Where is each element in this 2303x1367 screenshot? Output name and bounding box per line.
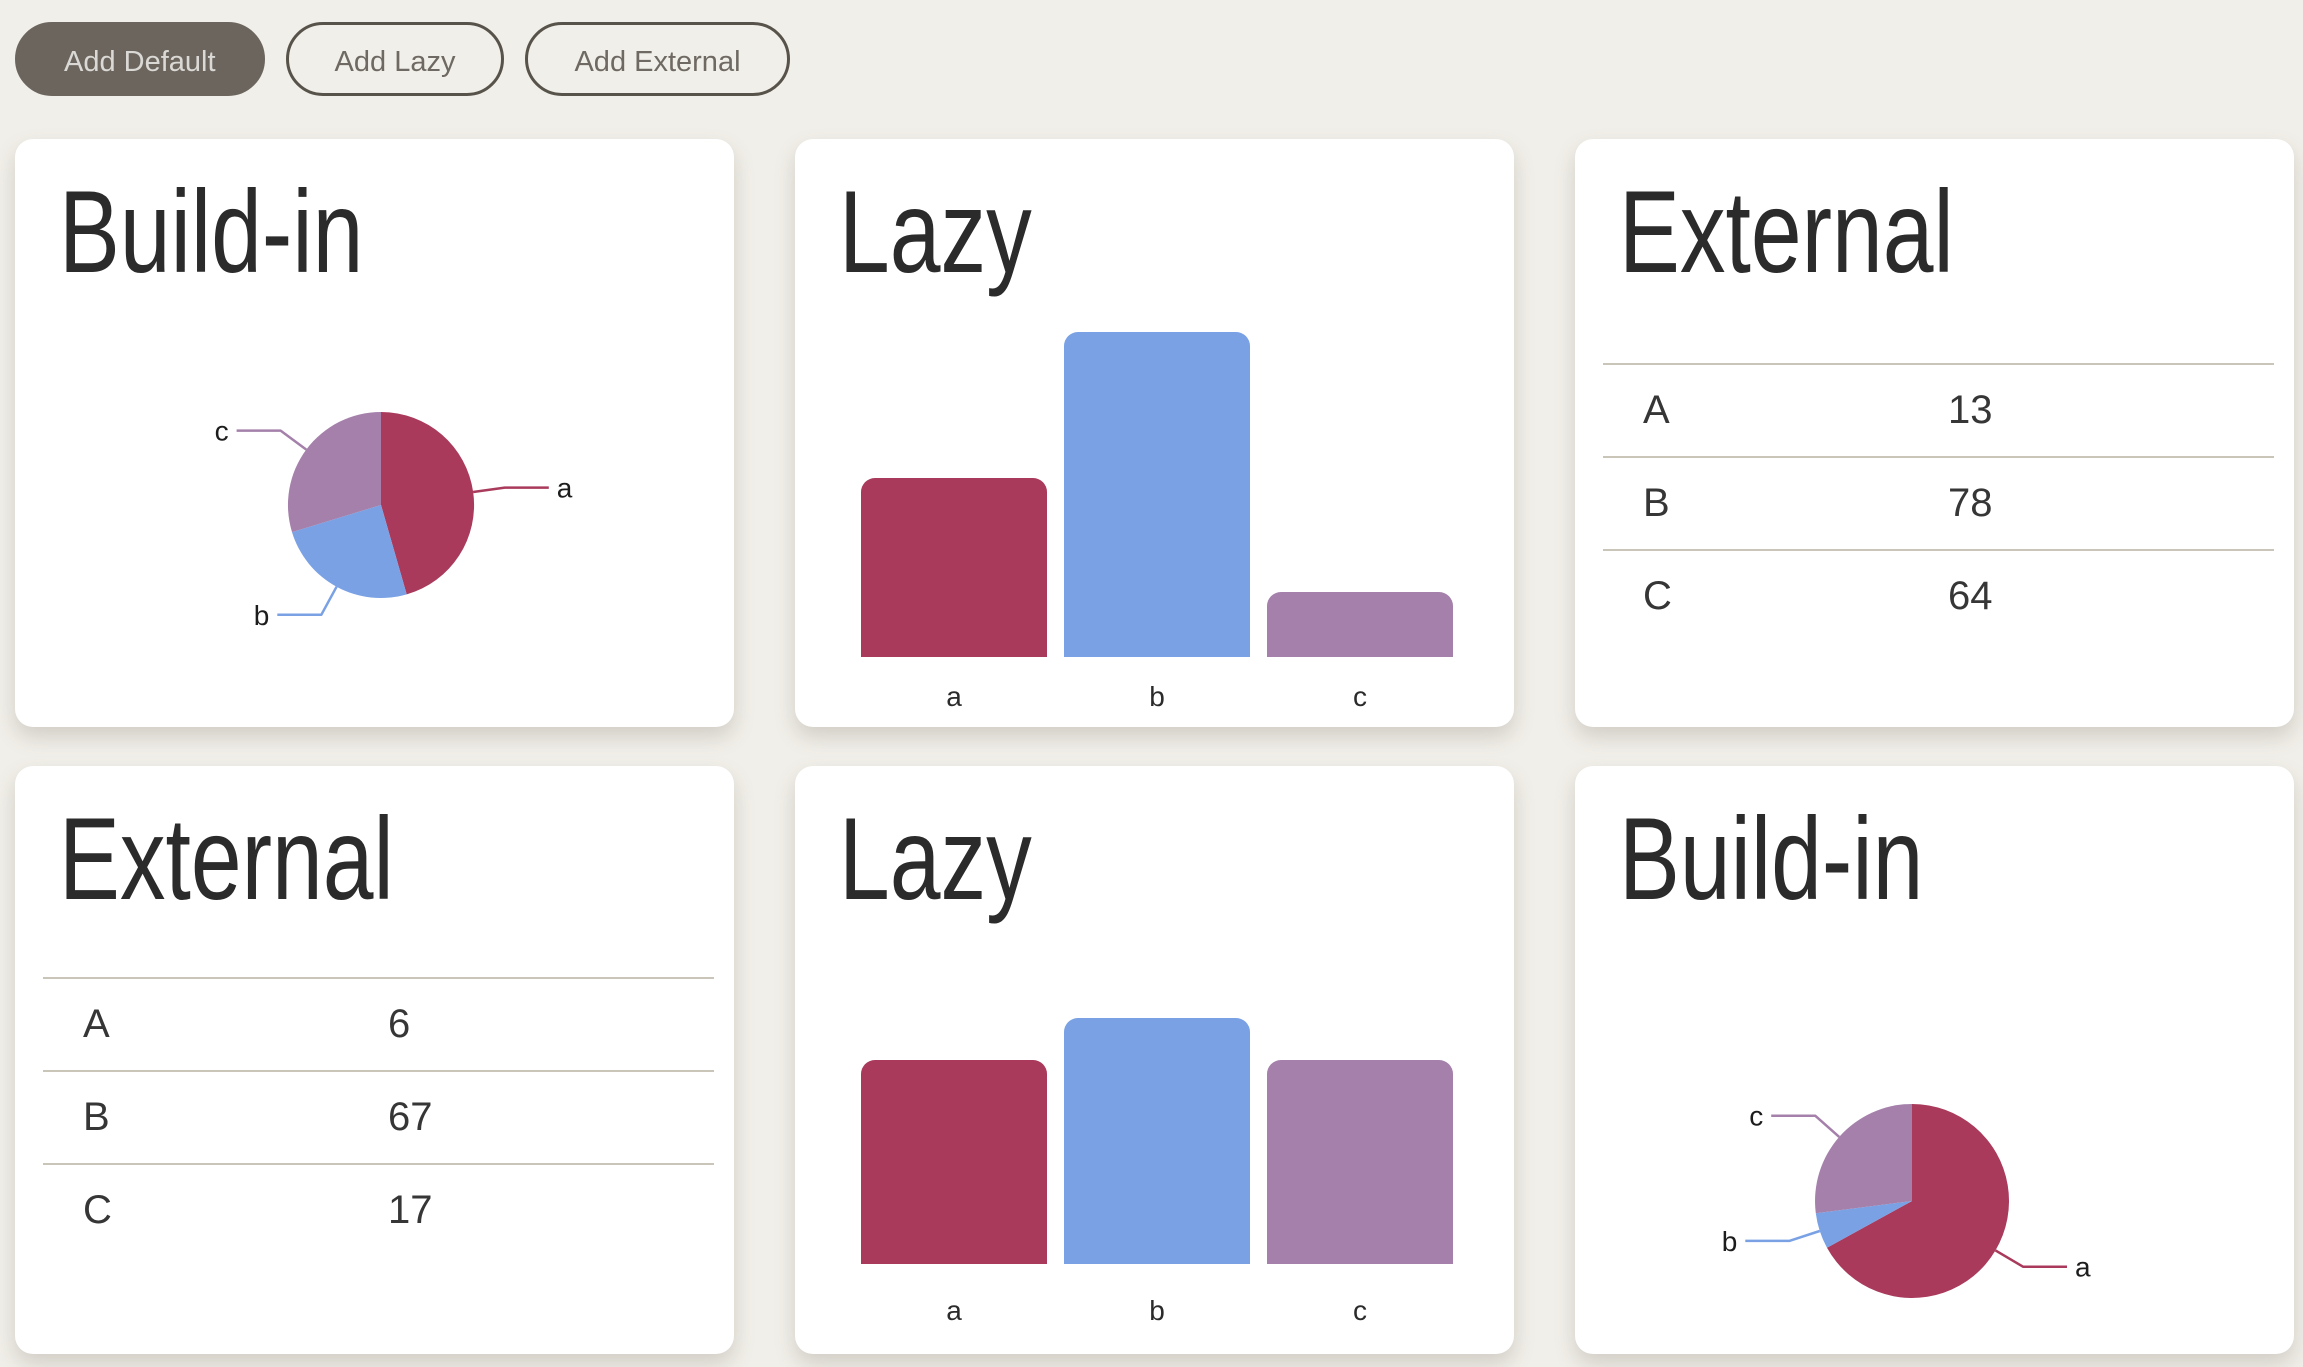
card-title: Build-in	[1619, 793, 1924, 924]
card-grid: Build-in a b c Lazy a b c External A 13 B 78 C 64 Exter…	[15, 139, 2294, 1354]
bar-label-b: b	[1149, 681, 1165, 712]
pie-label-c: c	[1749, 1101, 1763, 1132]
pie-slice-a	[381, 411, 475, 595]
table-row: C 64	[1603, 549, 2274, 642]
card-external-table: External A 6 B 67 C 17	[15, 766, 734, 1354]
leader-line-c	[236, 429, 308, 451]
bar-c	[1267, 592, 1453, 657]
row-label: C	[83, 1188, 112, 1232]
card-title: External	[1619, 166, 1954, 297]
bar-b	[1064, 332, 1250, 657]
row-label: C	[1643, 574, 1672, 618]
card-lazy-bar: Lazy a b c	[795, 766, 1514, 1354]
card-build-in-pie: Build-in a b c	[1575, 766, 2294, 1354]
table-row: B 67	[43, 1070, 714, 1163]
row-label: A	[1643, 388, 1670, 432]
table-row: C 17	[43, 1163, 714, 1256]
bar-label-a: a	[946, 681, 962, 712]
pie-slice-c	[1815, 1104, 1912, 1214]
row-label: A	[83, 1002, 110, 1046]
toolbar: Add Default Add Lazy Add External	[15, 22, 790, 96]
bar-a	[861, 478, 1047, 657]
pie-slice-b	[292, 505, 407, 599]
row-value: 13	[1948, 388, 1993, 432]
table-row: A 13	[1603, 363, 2274, 456]
card-external-table: External A 13 B 78 C 64	[1575, 139, 2294, 727]
bar-label-c: c	[1353, 681, 1367, 712]
card-title: Build-in	[59, 166, 364, 297]
leader-line-a	[1994, 1249, 2067, 1268]
data-table: A 13 B 78 C 64	[1603, 363, 2274, 642]
pie-chart: a b c	[215, 411, 573, 631]
bar-label-c: c	[1353, 1295, 1367, 1326]
add-default-button[interactable]: Add Default	[15, 22, 265, 96]
bar-a	[861, 1060, 1047, 1264]
data-table: A 6 B 67 C 17	[43, 977, 714, 1256]
card-title: External	[59, 793, 394, 924]
card-title: Lazy	[839, 166, 1032, 297]
leader-line-a	[472, 486, 549, 494]
pie-chart: a b c	[1722, 1101, 2091, 1298]
row-label: B	[1643, 481, 1670, 525]
add-lazy-button[interactable]: Add Lazy	[285, 22, 505, 96]
bar-label-b: b	[1149, 1295, 1165, 1326]
bar-c	[1267, 1060, 1453, 1264]
row-value: 64	[1948, 574, 1993, 618]
pie-label-a: a	[557, 473, 573, 504]
card-lazy-bar: Lazy a b c	[795, 139, 1514, 727]
leader-line-b	[277, 586, 338, 617]
bar-b	[1064, 1018, 1250, 1264]
row-value: 67	[388, 1095, 433, 1139]
pie-label-c: c	[215, 416, 229, 447]
card-title: Lazy	[839, 793, 1032, 924]
pie-slice-b	[1815, 1201, 1912, 1248]
pie-slice-a	[1827, 1104, 2010, 1298]
row-value: 17	[388, 1188, 433, 1232]
bar-label-a: a	[946, 1295, 962, 1326]
leader-line-b	[1745, 1229, 1821, 1243]
add-external-button[interactable]: Add External	[525, 22, 790, 96]
pie-slice-c	[287, 411, 381, 533]
pie-label-b: b	[254, 600, 270, 631]
table-row: B 78	[1603, 456, 2274, 549]
pie-label-b: b	[1722, 1226, 1738, 1257]
pie-label-a: a	[2075, 1252, 2091, 1283]
row-value: 6	[388, 1002, 411, 1046]
row-label: B	[83, 1095, 110, 1139]
row-value: 78	[1948, 481, 1993, 525]
leader-line-c	[1771, 1114, 1841, 1138]
card-build-in-pie: Build-in a b c	[15, 139, 734, 727]
